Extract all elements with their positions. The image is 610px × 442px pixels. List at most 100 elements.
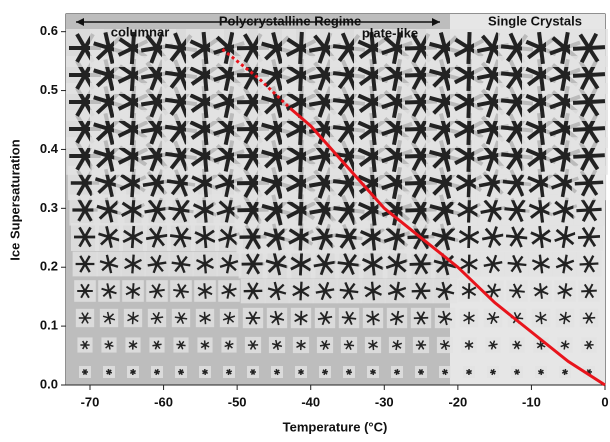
x-tick-label: -40 <box>301 394 320 409</box>
crystal <box>505 252 530 277</box>
crystal <box>241 279 266 304</box>
crystal <box>265 279 290 304</box>
crystal <box>151 366 163 378</box>
crystal <box>199 366 211 378</box>
crystal <box>385 279 410 304</box>
crystal <box>146 280 168 302</box>
crystal <box>409 279 434 304</box>
y-axis-label: Ice Supersaturation <box>7 139 22 260</box>
crystal <box>479 223 507 251</box>
crystal <box>361 279 386 304</box>
crystal <box>509 337 524 352</box>
crystal <box>481 252 506 277</box>
crystal <box>391 366 403 378</box>
crystal-arm <box>414 318 428 319</box>
crystal <box>169 252 194 277</box>
crystal <box>267 308 287 328</box>
y-tick-label: 0.1 <box>40 318 58 333</box>
crystal <box>143 223 171 251</box>
annotation: Polycrystalline Regime <box>219 13 361 28</box>
crystal <box>295 366 307 378</box>
x-tick-label: -20 <box>448 394 467 409</box>
y-tick-label: 0.5 <box>40 82 58 97</box>
crystal <box>269 337 285 353</box>
annotation: columnar <box>111 24 170 39</box>
y-tick-label: 0.3 <box>40 200 58 215</box>
crystal-arm <box>301 340 302 350</box>
crystal <box>527 223 555 251</box>
crystal <box>71 223 99 251</box>
crystal <box>367 366 379 378</box>
crystal <box>101 337 116 352</box>
crystal-arm <box>300 253 301 276</box>
crystal <box>461 337 476 352</box>
crystal-arm <box>410 264 433 265</box>
crystal <box>553 252 578 277</box>
crystal <box>503 223 531 251</box>
crystal <box>221 337 236 352</box>
crystal <box>570 29 608 67</box>
crystal <box>559 366 571 378</box>
crystal <box>79 366 91 378</box>
y-tick-label: 0.0 <box>40 376 58 391</box>
crystal <box>556 309 574 327</box>
crystal <box>291 308 311 328</box>
crystal <box>363 308 383 328</box>
crystal <box>511 366 523 378</box>
crystal <box>313 279 338 304</box>
crystal <box>455 223 483 251</box>
crystal <box>194 280 216 302</box>
crystal <box>506 280 528 302</box>
crystal <box>485 337 500 352</box>
crystal-arm <box>154 372 160 373</box>
crystal <box>315 308 335 328</box>
crystal <box>343 366 355 378</box>
crystal <box>247 366 259 378</box>
crystal <box>73 252 98 277</box>
crystal <box>487 366 499 378</box>
crystal-arm <box>564 369 565 375</box>
crystal-arm <box>301 311 302 325</box>
crystal <box>95 223 123 251</box>
crystal <box>578 280 600 302</box>
crystal <box>220 309 238 327</box>
crystal <box>127 366 139 378</box>
crystal <box>581 337 596 352</box>
crystal <box>317 337 333 353</box>
crystal <box>149 337 164 352</box>
y-tick-label: 0.6 <box>40 23 58 38</box>
y-tick-label: 0.2 <box>40 259 58 274</box>
crystal <box>191 223 219 251</box>
crystal <box>74 280 96 302</box>
x-tick-label: -30 <box>375 394 394 409</box>
crystal <box>243 308 263 328</box>
crystal <box>77 337 92 352</box>
crystal <box>193 252 218 277</box>
x-tick-label: 0 <box>601 394 608 409</box>
crystal <box>173 337 188 352</box>
crystal <box>387 308 407 328</box>
crystal <box>167 223 195 251</box>
crystal-arm <box>301 282 302 301</box>
crystal <box>535 366 547 378</box>
crystal <box>337 279 362 304</box>
crystal <box>103 366 115 378</box>
crystal <box>530 280 552 302</box>
crystal <box>439 366 451 378</box>
crystal <box>415 366 427 378</box>
crystal <box>557 337 572 352</box>
crystal <box>293 337 309 353</box>
crystal <box>119 223 147 251</box>
crystal <box>223 366 235 378</box>
crystal-arm <box>541 369 542 375</box>
crystal <box>460 309 478 327</box>
crystal <box>245 337 261 353</box>
crystal <box>271 366 283 378</box>
crystal <box>148 309 166 327</box>
crystal <box>580 309 598 327</box>
crystal <box>125 337 140 352</box>
crystal <box>341 337 357 353</box>
crystal <box>121 252 146 277</box>
crystal <box>319 366 331 378</box>
